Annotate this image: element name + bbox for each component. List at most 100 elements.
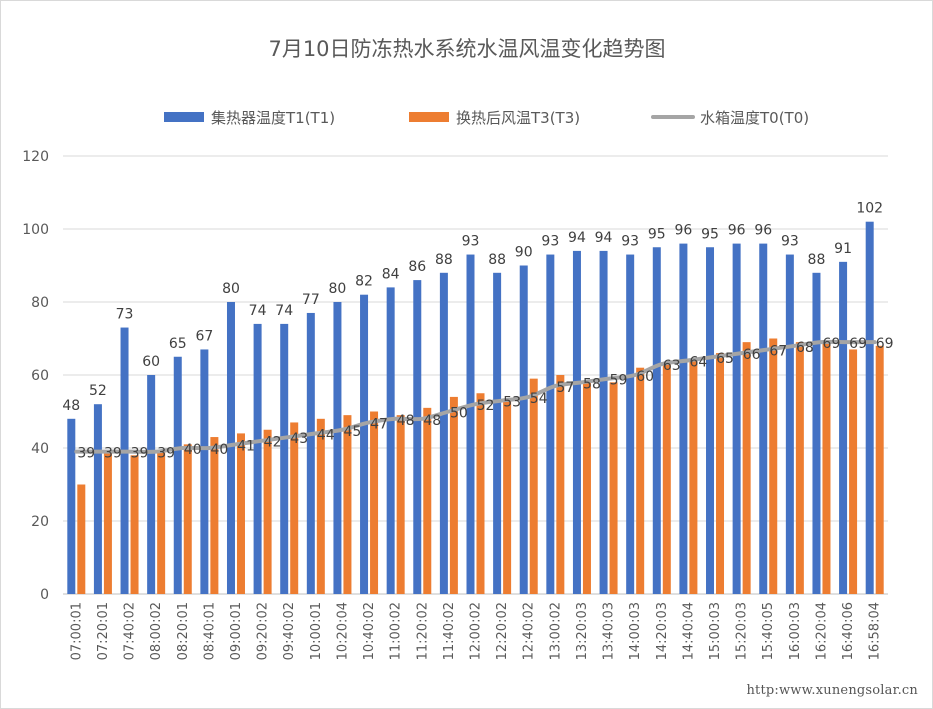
bar-t3: [556, 375, 565, 594]
y-tick-label: 120: [22, 149, 49, 165]
data-label-t0: 58: [583, 376, 601, 392]
data-label-t1: 90: [515, 245, 533, 261]
data-label-t1: 88: [488, 252, 506, 268]
bar-t3: [263, 429, 272, 594]
data-label-t1: 91: [834, 241, 852, 257]
bar-t3: [742, 342, 751, 594]
x-tick-label: 08:40:01: [202, 602, 217, 660]
bar-t1: [120, 327, 129, 594]
x-tick-label: 09:00:01: [229, 602, 244, 660]
x-tick-label: 11:20:02: [415, 602, 430, 660]
bar-t3: [370, 411, 379, 594]
x-tick-label: 13:00:02: [548, 602, 563, 660]
data-label-t0: 39: [157, 446, 175, 462]
bar-t3: [210, 437, 219, 594]
data-label-t1: 96: [754, 223, 772, 239]
bar-t1: [519, 265, 528, 594]
bar-t3: [849, 349, 858, 594]
data-label-t1: 65: [169, 336, 187, 352]
legend: 集热器温度T1(T1) 换热后风温T3(T3) 水箱温度T0(T0): [164, 109, 809, 127]
data-label-t1: 88: [435, 252, 453, 268]
bar-t1: [599, 250, 608, 594]
data-label-t1: 86: [408, 259, 426, 275]
bar-t1: [679, 243, 688, 594]
data-label-t0: 66: [743, 347, 761, 363]
data-label-t1: 93: [462, 234, 480, 250]
x-tick-label: 16:00:03: [788, 602, 803, 660]
x-tick-label: 16:40:06: [841, 602, 856, 660]
bar-t1: [493, 272, 502, 594]
data-label-t1: 80: [222, 281, 240, 297]
data-label-t1: 74: [275, 303, 293, 319]
data-label-t0: 40: [184, 442, 202, 458]
data-label-t1: 84: [382, 266, 400, 282]
data-label-t0: 40: [210, 442, 228, 458]
x-tick-label: 15:20:03: [735, 602, 750, 660]
bar-t3: [609, 382, 618, 594]
data-label-t1: 93: [541, 234, 559, 250]
bar-t3: [130, 455, 139, 594]
data-label-t1: 93: [621, 234, 639, 250]
data-label-t1: 77: [302, 292, 320, 308]
bar-t1: [306, 312, 315, 594]
line-t0: [74, 339, 877, 454]
data-label-t0: 69: [849, 336, 867, 352]
bar-t3: [582, 382, 591, 594]
bar-t3: [795, 342, 804, 594]
bar-t3: [875, 345, 884, 594]
data-label-t0: 48: [423, 413, 441, 429]
x-tick-label: 13:40:03: [602, 602, 617, 660]
data-labels: 48 52 73 60 65 67 80 74 74 77 80 82 84 86 88 93 88 90 93 94…: [62, 201, 893, 462]
data-label-t1: 94: [595, 230, 613, 246]
x-tick-label: 14:00:03: [628, 602, 643, 660]
bar-t1: [812, 272, 821, 594]
x-tick-label: 16:20:04: [814, 602, 829, 660]
data-label-t0: 64: [689, 354, 707, 370]
bar-t1: [413, 280, 422, 594]
y-tick-label: 40: [31, 441, 49, 457]
watermark-text: http:www.xunengsolar.cn: [746, 683, 918, 698]
data-label-t0: 67: [769, 343, 787, 359]
legend-label-t3: 换热后风温T3(T3): [456, 109, 580, 127]
legend-swatch-t1: [164, 112, 204, 122]
data-label-t1: 60: [142, 354, 160, 370]
bar-t1: [439, 272, 448, 594]
bar-t1: [67, 418, 76, 594]
x-tick-label: 11:40:02: [442, 602, 457, 660]
legend-label-t0: 水箱温度T0(T0): [700, 109, 809, 127]
data-label-t1: 94: [568, 230, 586, 246]
data-label-t0: 52: [477, 398, 495, 414]
x-tick-label: 13:20:03: [575, 602, 590, 660]
x-tick-label: 16:58:04: [868, 602, 883, 660]
x-tick-label: 15:40:05: [761, 602, 776, 660]
bar-t1: [173, 356, 182, 594]
bar-t1: [839, 261, 848, 594]
line-series: [74, 339, 877, 454]
data-label-t0: 57: [556, 380, 574, 396]
data-label-t0: 50: [450, 406, 468, 422]
data-label-t0: 69: [876, 336, 894, 352]
bar-t3: [689, 360, 698, 594]
y-tick-label: 80: [31, 295, 49, 311]
data-label-t0: 39: [131, 446, 149, 462]
bar-t3: [103, 451, 112, 594]
bar-t3: [716, 353, 725, 594]
bar-t1: [147, 375, 156, 594]
bar-t1: [572, 250, 581, 594]
bar-t3: [476, 393, 485, 594]
bar-t1: [280, 323, 289, 594]
bar-t1: [626, 254, 635, 595]
data-label-t1: 52: [89, 383, 107, 399]
bar-t3: [157, 451, 166, 594]
legend-label-t1: 集热器温度T1(T1): [211, 109, 335, 127]
bar-t3: [236, 433, 245, 594]
bar-t3: [183, 444, 192, 594]
x-tick-label: 07:40:02: [123, 602, 138, 660]
data-label-t0: 53: [503, 395, 521, 411]
x-tick-label: 14:20:03: [655, 602, 670, 660]
data-label-t1: 74: [249, 303, 267, 319]
y-tick-label: 0: [40, 587, 49, 603]
bar-t3: [290, 422, 299, 594]
bar-t3: [343, 415, 352, 594]
